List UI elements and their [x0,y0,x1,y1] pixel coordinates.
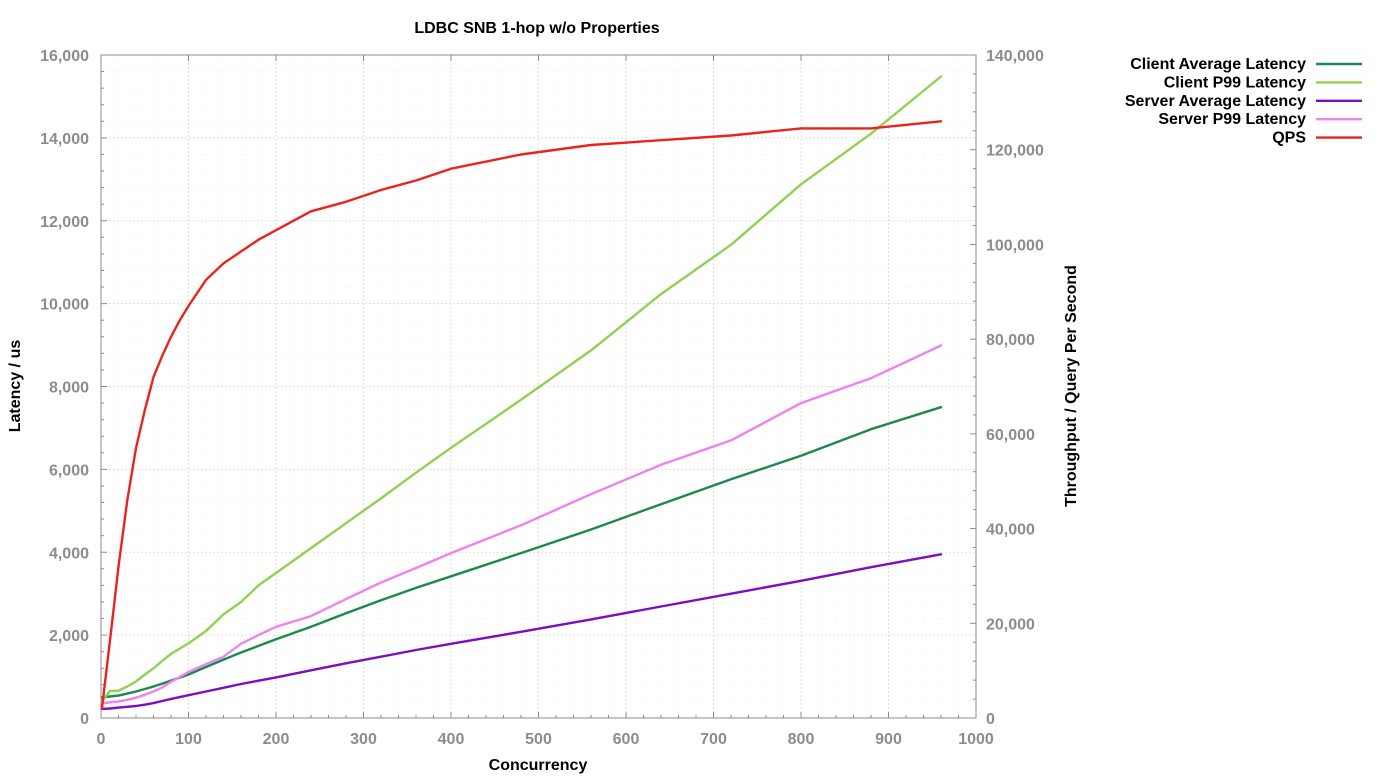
y-tick-labels: 0 2,000 4,000 6,000 8,000 10,000 12,000 14,000 1… [40,48,89,728]
series-lines [100,75,943,711]
y2-tick-label: 80,000 [986,332,1035,349]
legend-label: Server Average Latency [1125,93,1306,110]
y-tick-label: 10,000 [40,297,89,314]
x-tick-label: 1000 [958,731,994,748]
x-tick-label: 300 [350,731,377,748]
series-line-server-p99-latency [100,344,943,705]
series-line-client-p99-latency [100,75,943,703]
y-tick-label: 12,000 [40,214,89,231]
x-axis-label: Concurrency [489,757,588,774]
y2-tick-label: 0 [986,711,995,728]
x-tick-label: 400 [438,731,465,748]
y-tick-label: 0 [80,711,89,728]
x-tick-label: 700 [700,731,727,748]
y-tick-label: 2,000 [49,628,89,645]
y-tick-label: 4,000 [49,545,89,562]
y-tick-label: 16,000 [40,48,89,65]
x-tick-label: 900 [875,731,902,748]
series-line-server-average-latency [100,553,943,711]
x-tick-label: 500 [525,731,552,748]
x-tick-label: 200 [263,731,290,748]
x-tick-labels: 0 100 200 300 400 500 600 700 800 900 1000 [97,731,994,748]
y-axis-label: Latency / us [7,340,24,433]
x-tick-label: 100 [175,731,202,748]
x-tick-label: 800 [788,731,815,748]
legend-label: Client Average Latency [1130,56,1306,73]
y2-tick-label: 60,000 [986,427,1035,444]
y2-tick-label: 100,000 [986,237,1044,254]
y2-axis-label: Throughput / Query Per Second [1063,265,1080,507]
legend-label: QPS [1272,130,1306,147]
y-tick-label: 8,000 [49,380,89,397]
axis-ticks [100,54,977,719]
y2-tick-label: 120,000 [986,143,1044,160]
y2-tick-labels: 0 20,000 40,000 60,000 80,000 100,000 120,000 1… [986,48,1044,728]
legend-label: Server P99 Latency [1158,111,1306,128]
y-tick-label: 14,000 [40,131,89,148]
series-line-qps [100,120,943,710]
x-tick-label: 0 [97,731,106,748]
chart-title: LDBC SNB 1-hop w/o Properties [414,20,659,37]
y2-tick-label: 20,000 [986,616,1035,633]
x-tick-label: 600 [613,731,640,748]
legend-label: Client P99 Latency [1164,74,1306,91]
series-line-client-average-latency [100,406,943,699]
y2-tick-label: 140,000 [986,48,1044,65]
y-tick-label: 6,000 [49,462,89,479]
y2-tick-label: 40,000 [986,522,1035,539]
